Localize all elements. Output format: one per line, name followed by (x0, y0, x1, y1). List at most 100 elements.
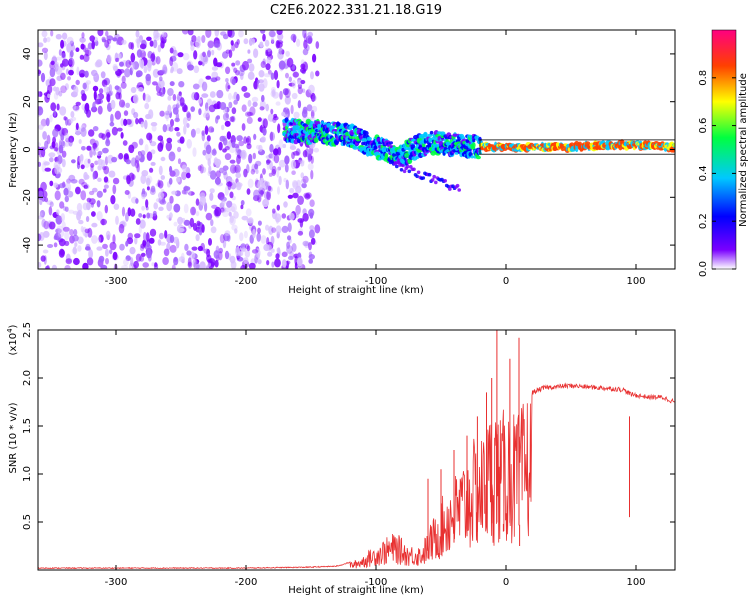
heatmap-noise-cell (57, 229, 65, 238)
heatmap-noise-cell (153, 202, 158, 210)
snr-frame (37, 329, 676, 571)
heatmap-noise-cell (96, 200, 101, 208)
heatmap-noise-cell (256, 79, 260, 84)
heatmap-noise-cell (222, 135, 227, 141)
heatmap-noise-cell (248, 153, 253, 164)
heatmap-noise-cell (75, 101, 81, 106)
heatmap-noise-cell (269, 143, 274, 153)
heatmap-noise-cell (193, 261, 200, 269)
heatmap-noise-cell (215, 170, 221, 178)
heatmap-noise-cell (171, 190, 178, 195)
heatmap-noise-cell (267, 113, 275, 122)
heatmap-noise-cell (257, 220, 262, 226)
heatmap-noise-cell (144, 244, 152, 251)
heatmap-noise-cell (61, 150, 67, 158)
heatmap-noise-cell (75, 186, 81, 195)
heatmap-noise-cell (61, 52, 66, 59)
heatmap-noise-cell (181, 252, 185, 261)
heatmap-noise-cell (87, 158, 91, 164)
heatmap-noise-cell (219, 234, 225, 244)
heatmap-noise-cell (190, 106, 195, 112)
heatmap-noise-cell (265, 103, 270, 112)
heatmap-noise-cell (40, 255, 46, 262)
heatmap-noise-cell (240, 72, 244, 80)
heatmap-noise-cell (50, 102, 57, 112)
heatmap-noise-cell (266, 57, 272, 65)
heatmap-noise-cell (40, 118, 47, 127)
heatmap-noise-cell (127, 232, 133, 240)
heatmap-noise-cell (140, 243, 146, 249)
heatmap-noise-cell (192, 83, 200, 90)
heatmap-noise-cell (246, 116, 253, 124)
heatmap-ridge-cell (352, 145, 359, 150)
heatmap-noise-cell (72, 246, 77, 255)
heatmap-noise-cell (97, 30, 104, 37)
heatmap-noise-cell (79, 73, 85, 78)
snr-xtick-label: 0 (503, 577, 509, 588)
heatmap-noise-cell (276, 80, 280, 89)
snr-axes: -300 -200 -100 0 100 0.5 1.0 1.5 2.0 2.5 (22, 322, 675, 588)
heatmap-noise-cell (260, 136, 266, 143)
snr-ytick-label: 2.5 (22, 322, 33, 338)
heatmap-noise-cell (309, 199, 315, 207)
heatmap-noise-cell (266, 159, 271, 164)
heatmap-noise-cell (209, 170, 217, 180)
heatmap-noise-cell (123, 258, 129, 266)
heatmap-noise-cell (114, 85, 120, 90)
heatmap-noise-cell (73, 257, 80, 266)
heatmap-noise-cell (235, 145, 240, 154)
heatmap-noise-cell (274, 258, 281, 268)
heatmap-noise-cell (207, 258, 213, 264)
heatmap-noise-cell (131, 174, 136, 180)
heatmap-noise-cell (277, 123, 281, 134)
heatmap-ytick-label: -20 (22, 189, 33, 205)
heatmap-noise-cell (121, 206, 126, 217)
heatmap-noise-cell (236, 135, 243, 142)
heatmap-noise-cell (60, 39, 65, 49)
heatmap-noise-cell (184, 243, 189, 251)
heatmap-noise-cell (166, 214, 172, 219)
heatmap-noise-cell (97, 236, 102, 244)
heatmap-noise-cell (269, 131, 276, 141)
heatmap-noise-cell (158, 206, 164, 211)
heatmap-branch-cell (427, 172, 432, 177)
heatmap-noise-cell (53, 182, 59, 188)
heatmap-noise-cell (53, 242, 58, 248)
heatmap-noise-cell (118, 152, 124, 160)
heatmap-ridge-cell (320, 121, 324, 125)
heatmap-noise-cell (314, 224, 321, 234)
heatmap-branch-cell (443, 179, 448, 183)
colorbar-tick-label: 0.2 (698, 213, 709, 229)
heatmap-noise-cell (297, 100, 302, 109)
heatmap-noise-cell (75, 79, 80, 86)
heatmap-noise-cell (138, 225, 142, 234)
heatmap-noise-cell (92, 101, 96, 111)
heatmap-noise-cell (163, 248, 170, 257)
heatmap-noise-cell (227, 30, 233, 38)
heatmap-noise-cell (106, 132, 111, 138)
snr-multiplier-base: (x10 (8, 333, 19, 356)
heatmap-noise-cell (162, 124, 167, 133)
heatmap-noise-cell (249, 106, 256, 116)
heatmap-noise-cell (105, 258, 109, 265)
heatmap-noise-cell (117, 53, 122, 60)
heatmap-noise-cell (58, 49, 62, 56)
heatmap-noise-cell (271, 165, 277, 175)
heatmap-noise-cell (307, 152, 312, 163)
heatmap-noise-cell (209, 192, 214, 201)
heatmap-noise-cell (181, 189, 187, 195)
heatmap-noise-cell (197, 245, 203, 252)
heatmap-noise-cell (166, 137, 173, 143)
heatmap-noise-cell (270, 235, 275, 245)
heatmap-noise-cell (82, 202, 89, 211)
heatmap-noise-cell (39, 198, 43, 205)
heatmap-ridge-cell (289, 122, 293, 126)
heatmap-noise-cell (65, 68, 69, 75)
heatmap-noise-cell (92, 149, 96, 156)
heatmap-ridge-cell (472, 142, 476, 149)
heatmap-noise-cell (61, 158, 66, 168)
heatmap-ridge-cell (423, 131, 428, 137)
heatmap-noise-cell (88, 129, 95, 137)
heatmap-ridge-cell (472, 139, 476, 143)
heatmap-noise-cell (123, 110, 129, 116)
